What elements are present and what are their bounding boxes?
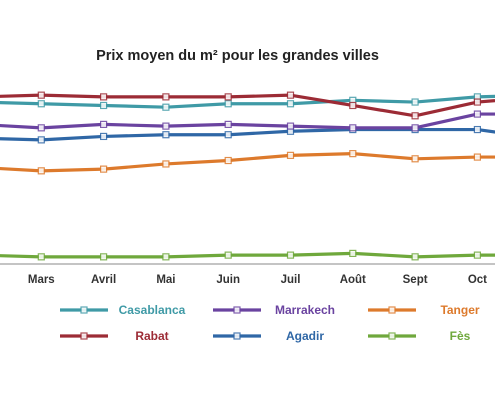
series-line-rabat	[0, 93, 495, 118]
series-fes	[0, 249, 495, 261]
data-point-tanger	[99, 165, 108, 173]
data-point-rabat	[99, 93, 108, 101]
data-point-rabat	[37, 91, 45, 99]
x-tick-label-sept: Sept	[403, 274, 428, 286]
series-marrakech	[0, 110, 495, 132]
data-point-agadir	[473, 125, 481, 134]
legend-label: Agadir	[286, 329, 324, 343]
data-point-marrakech	[349, 124, 357, 132]
data-point-tanger	[224, 156, 232, 165]
data-point-tanger	[286, 151, 295, 159]
data-point-casablanca	[37, 100, 45, 108]
series-line-marrakech	[0, 112, 495, 130]
legend-swatch-marker	[388, 332, 396, 340]
x-tick-label-avril: Avril	[91, 274, 116, 286]
data-point-fes	[286, 251, 295, 259]
data-point-marrakech	[37, 124, 45, 132]
data-point-fes	[411, 253, 419, 261]
data-point-casablanca	[411, 98, 419, 106]
data-point-rabat	[224, 93, 232, 101]
data-point-fes	[37, 253, 45, 261]
x-tick-label-mars: Mars	[28, 274, 55, 286]
series-line-agadir	[0, 127, 495, 142]
data-point-casablanca	[162, 103, 170, 111]
data-point-fes	[349, 249, 357, 257]
series-line-casablanca	[0, 94, 495, 109]
data-point-casablanca	[286, 100, 295, 108]
legend-item-rabat: Rabat	[60, 329, 169, 343]
data-point-fes	[473, 251, 481, 259]
data-point-fes	[224, 251, 232, 259]
data-point-marrakech	[286, 122, 295, 130]
legend-swatch-marker	[233, 332, 241, 340]
data-point-casablanca	[99, 101, 108, 110]
x-tick-label-aout: Août	[340, 274, 366, 286]
x-tick-label-oct: Oct	[468, 274, 487, 286]
legend-swatch-marker	[80, 306, 88, 314]
data-point-tanger	[349, 150, 357, 158]
data-point-marrakech	[411, 124, 419, 132]
data-point-rabat	[162, 93, 170, 101]
series-tanger	[0, 150, 495, 175]
legend-item-marrakech: Marrakech	[213, 303, 335, 317]
chart-title: Prix moyen du m² pour les grandes villes	[96, 48, 379, 64]
legend-label: Rabat	[135, 329, 168, 343]
data-point-marrakech	[224, 120, 232, 129]
data-point-agadir	[224, 131, 232, 139]
data-point-rabat	[349, 101, 357, 110]
series-rabat	[0, 91, 495, 120]
series-agadir	[0, 125, 495, 144]
legend-item-fes: Fès	[368, 329, 471, 343]
legend-label: Tanger	[440, 303, 479, 317]
series-line-tanger	[0, 152, 495, 173]
data-point-fes	[99, 253, 108, 261]
data-point-rabat	[286, 91, 295, 99]
legend-label: Fès	[450, 329, 471, 343]
data-point-agadir	[99, 132, 108, 141]
series-line-fes	[0, 251, 495, 259]
legend-swatch-marker	[233, 306, 241, 314]
data-point-tanger	[37, 167, 45, 175]
data-point-tanger	[162, 160, 170, 168]
x-tick-label-juin: Juin	[216, 274, 240, 286]
legend-swatch-marker	[388, 306, 396, 314]
data-point-fes	[162, 253, 170, 261]
legend-label: Marrakech	[275, 303, 335, 317]
data-point-tanger	[473, 153, 481, 161]
legend-label: Casablanca	[119, 303, 186, 317]
legend-item-agadir: Agadir	[213, 329, 324, 343]
legend-item-tanger: Tanger	[368, 303, 480, 317]
series-casablanca	[0, 93, 495, 111]
data-point-agadir	[162, 131, 170, 139]
data-point-marrakech	[162, 122, 170, 130]
x-tick-label-mai: Mai	[156, 274, 175, 286]
x-tick-label-juil: Juil	[281, 274, 301, 286]
legend-swatch-marker	[80, 332, 88, 340]
data-point-rabat	[473, 98, 481, 106]
data-point-marrakech	[99, 120, 108, 129]
data-point-marrakech	[473, 110, 481, 118]
data-point-tanger	[411, 155, 419, 163]
data-point-agadir	[37, 136, 45, 144]
data-point-rabat	[411, 112, 419, 120]
legend-item-casablanca: Casablanca	[60, 303, 186, 317]
data-point-casablanca	[224, 100, 232, 108]
